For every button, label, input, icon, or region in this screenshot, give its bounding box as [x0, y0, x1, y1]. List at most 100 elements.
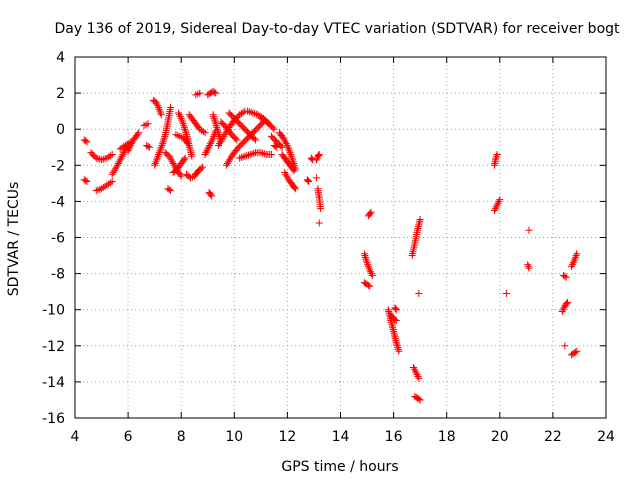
- data-point: [267, 150, 275, 158]
- data-point: [160, 136, 168, 144]
- data-point: [176, 113, 184, 121]
- data-point: [175, 111, 183, 119]
- data-point: [170, 161, 178, 169]
- data-point: [315, 150, 323, 158]
- data-point: [313, 174, 321, 182]
- data-point: [180, 155, 188, 163]
- data-point: [410, 365, 418, 373]
- data-point: [392, 306, 400, 314]
- data-point: [492, 152, 500, 160]
- data-point: [96, 185, 104, 193]
- data-point: [239, 153, 247, 161]
- data-point: [393, 342, 401, 350]
- data-point: [284, 143, 292, 151]
- x-tick-label: 10: [225, 429, 243, 445]
- data-point: [289, 156, 297, 164]
- data-point: [101, 155, 109, 163]
- data-point: [155, 150, 163, 158]
- data-point: [252, 110, 260, 118]
- data-point: [160, 134, 168, 142]
- data-point: [239, 108, 247, 116]
- data-point: [416, 396, 424, 404]
- data-point: [157, 109, 165, 117]
- data-point: [493, 201, 501, 209]
- data-point: [364, 261, 372, 269]
- data-point: [177, 114, 185, 122]
- data-point: [111, 165, 119, 173]
- data-point: [188, 152, 196, 160]
- data-point: [201, 129, 209, 137]
- data-point: [502, 289, 510, 297]
- data-point: [303, 176, 311, 184]
- data-point: [153, 154, 161, 162]
- data-point: [211, 118, 219, 126]
- data-point: [315, 151, 323, 159]
- data-point: [224, 158, 232, 166]
- data-point: [114, 159, 122, 167]
- data-point: [246, 150, 254, 158]
- y-tick-label: -14: [42, 375, 65, 391]
- data-point: [206, 141, 214, 149]
- data-point: [563, 300, 571, 308]
- data-point: [237, 153, 245, 161]
- data-point: [216, 138, 224, 146]
- data-point: [281, 169, 289, 177]
- data-point: [205, 143, 213, 151]
- data-point: [364, 281, 372, 289]
- y-tick-label: 2: [56, 86, 65, 102]
- data-point: [289, 165, 297, 173]
- data-point: [493, 150, 501, 158]
- data-point: [103, 181, 111, 189]
- data-point: [392, 305, 400, 313]
- data-point: [155, 149, 163, 157]
- data-point: [159, 140, 167, 148]
- data-point: [154, 102, 162, 110]
- x-tick-label: 8: [177, 429, 186, 445]
- data-point: [209, 134, 217, 142]
- data-point: [158, 141, 166, 149]
- data-point: [116, 156, 124, 164]
- data-point: [278, 143, 286, 151]
- data-point: [116, 145, 124, 153]
- data-point: [109, 169, 117, 177]
- data-point: [94, 186, 102, 194]
- data-point: [361, 252, 369, 260]
- data-point: [236, 111, 244, 119]
- data-point: [395, 347, 403, 355]
- data-point: [492, 203, 500, 211]
- data-point: [570, 257, 578, 265]
- data-point: [368, 271, 376, 279]
- data-point: [155, 104, 163, 112]
- data-point: [394, 344, 402, 352]
- data-point: [168, 158, 176, 166]
- data-point: [134, 130, 142, 138]
- data-point: [179, 120, 187, 128]
- data-point: [214, 129, 222, 137]
- data-point: [83, 178, 91, 186]
- data-point: [232, 135, 240, 143]
- data-point: [153, 156, 161, 164]
- x-tick-label: 16: [385, 429, 403, 445]
- data-point: [415, 374, 423, 382]
- data-point: [491, 205, 499, 213]
- data-point: [151, 161, 159, 169]
- data-point: [181, 154, 189, 162]
- data-point: [118, 152, 126, 160]
- data-point: [364, 262, 372, 270]
- axis-ticks: 4 6 8 10 12 14 16 18 20 22 24-16-14-12-10-8-6-4-20…: [42, 50, 615, 445]
- data-point: [561, 342, 569, 350]
- data-point: [308, 155, 316, 163]
- data-point: [524, 262, 532, 270]
- data-point: [281, 138, 289, 146]
- data-point: [156, 107, 164, 115]
- data-point: [392, 338, 400, 346]
- y-tick-label: -8: [51, 267, 65, 283]
- x-tick-label: 4: [71, 429, 80, 445]
- data-point: [525, 264, 533, 272]
- data-point: [410, 363, 418, 371]
- x-axis-label: GPS time / hours: [281, 459, 398, 475]
- data-point: [285, 147, 293, 155]
- x-tick-label: 24: [597, 429, 615, 445]
- data-point: [282, 170, 290, 178]
- data-point: [250, 149, 258, 157]
